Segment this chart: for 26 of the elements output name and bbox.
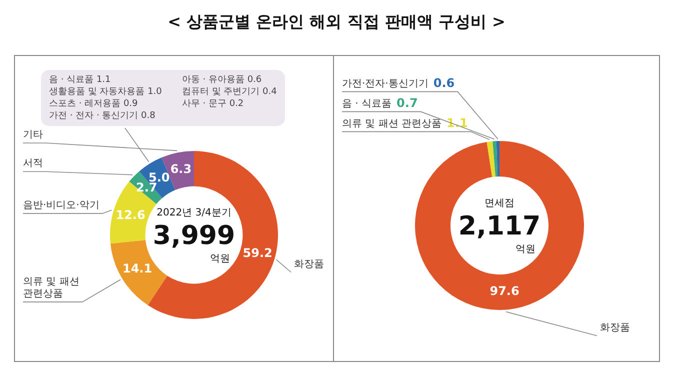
text: 2022년 3/4분기: [156, 208, 232, 219]
text: 면세점: [484, 198, 514, 210]
slice-label: 가전·전자·통신기기: [342, 78, 428, 90]
text: 억원: [210, 254, 230, 265]
note-box: 음 · 식료품 1.1 생활용품 및 자동차용품 1.0 스포츠 · 레저용품 0.9 가전 · 전자 · 통신기기 0.8 아동 · 유아용품 0.6 컴퓨터 및 주변기기 0.4 사무 · 문구 0.2: [41, 70, 285, 126]
slice-label: 기타: [23, 130, 43, 141]
text: 3,999: [152, 220, 236, 251]
text: 억원: [516, 244, 536, 256]
data-label: 12.6: [116, 208, 146, 222]
slice-label: 의류 및 패션 관련상품: [23, 276, 80, 300]
text: 2,117: [458, 211, 541, 242]
slice-label: 음 · 식료품: [342, 98, 392, 110]
data-label: 2.7: [136, 180, 158, 195]
data-label: 14.1: [122, 262, 152, 276]
chart-title: < 상품군별 온라인 해외 직접 판매액 구성비 >: [166, 12, 506, 33]
slice-label: 화장품: [294, 258, 324, 270]
slice-label: 음반·비디오·악기: [23, 200, 100, 212]
slice-label: 화장품: [600, 322, 630, 334]
data-label: 0.7: [396, 96, 418, 110]
data-label: 6.3: [170, 162, 192, 176]
data-label: 97.6: [490, 284, 520, 298]
data-label: 0.6: [433, 76, 455, 90]
data-label: 59.2: [242, 246, 272, 260]
slice-label: 서적: [23, 158, 43, 170]
data-label: 1.1: [446, 116, 468, 130]
slice-label: 의류 및 패션 관련상품: [342, 118, 442, 130]
